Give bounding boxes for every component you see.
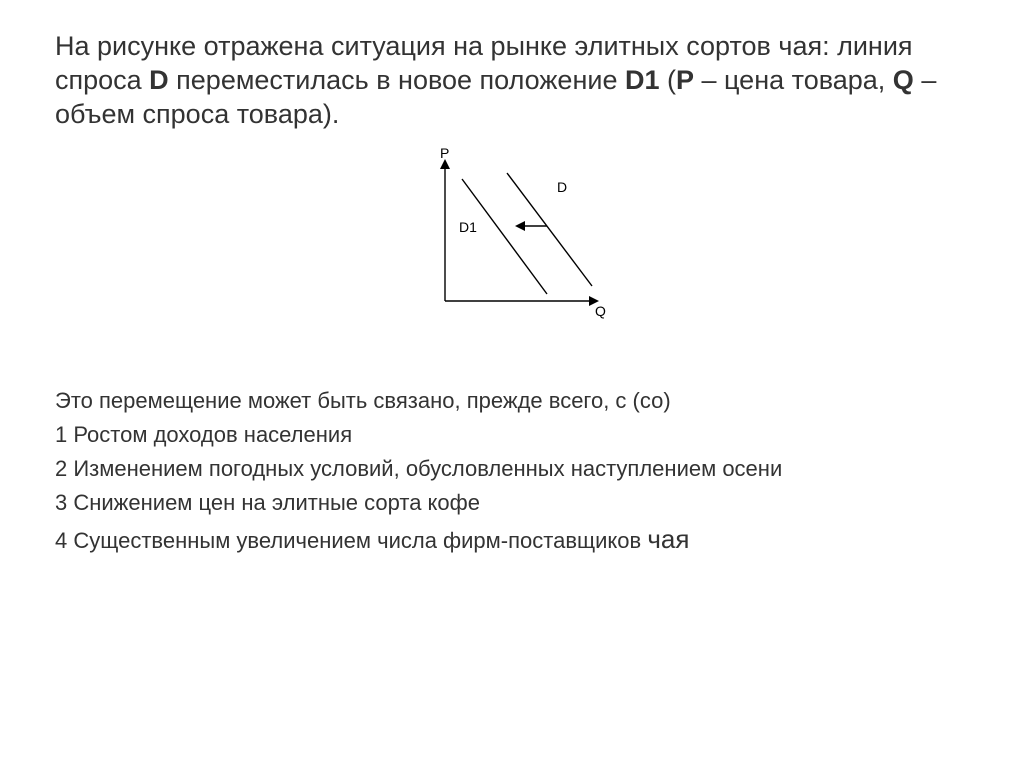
title-bold-D1: D1 <box>625 65 660 95</box>
title-text-2: переместилась в новое положение <box>169 65 625 95</box>
title-bold-Q: Q <box>893 65 914 95</box>
option-4-tail: чая <box>647 524 689 554</box>
curve-D-label: D <box>557 179 567 195</box>
title-bold-D: D <box>149 65 169 95</box>
title-text-3: ( <box>659 65 676 95</box>
y-axis-label: P <box>440 145 449 161</box>
curve-D1-label: D1 <box>459 219 477 235</box>
option-3: 3 Снижением цен на элитные сорта кофе <box>55 488 969 519</box>
question-title: На рисунке отражена ситуация на рынке эл… <box>55 30 969 131</box>
title-text-4: – цена товара, <box>694 65 893 95</box>
option-1: 1 Ростом доходов населения <box>55 420 969 451</box>
question-body: Это перемещение может быть связано, преж… <box>55 386 969 558</box>
demand-chart: P Q D D1 <box>55 151 969 331</box>
x-axis-label: Q <box>595 303 606 319</box>
option-2: 2 Изменением погодных условий, обусловле… <box>55 454 969 485</box>
question-intro: Это перемещение может быть связано, преж… <box>55 386 969 417</box>
option-4: 4 Существенным увеличением числа фирм-по… <box>55 521 969 557</box>
title-bold-P: P <box>676 65 694 95</box>
option-4-text: 4 Существенным увеличением числа фирм-по… <box>55 528 647 553</box>
chart-canvas: P Q D D1 <box>417 151 607 331</box>
chart-svg <box>417 151 607 326</box>
